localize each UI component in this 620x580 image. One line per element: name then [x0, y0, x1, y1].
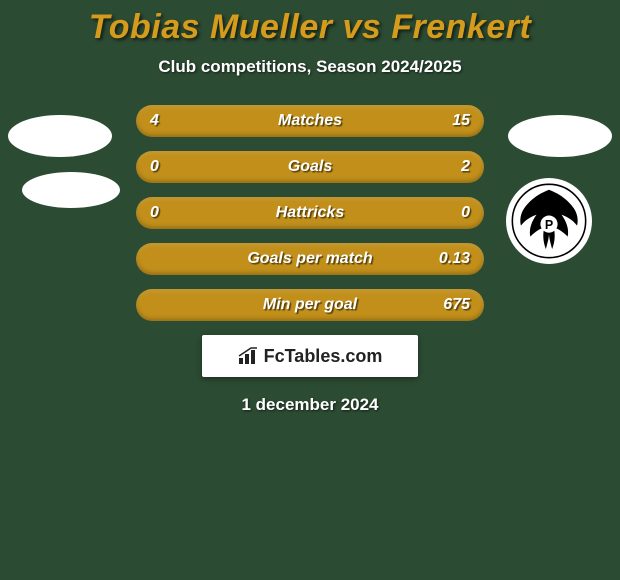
stat-value-left: 0 — [150, 158, 159, 176]
stat-value-right: 0 — [461, 204, 470, 222]
stat-label: Hattricks — [276, 204, 344, 222]
stat-value-right: 0.13 — [439, 250, 470, 268]
stat-rows: 4 Matches 15 0 Goals 2 0 Hattricks 0 Goa… — [136, 105, 484, 321]
branding-label: FcTables.com — [264, 346, 383, 367]
branding-badge: FcTables.com — [202, 335, 418, 377]
stat-value-right: 675 — [443, 296, 470, 314]
stat-row: Goals per match 0.13 — [136, 243, 484, 275]
stat-value-left: 0 — [150, 204, 159, 222]
stat-value-right: 2 — [461, 158, 470, 176]
stat-row: 0 Goals 2 — [136, 151, 484, 183]
player1-name: Tobias Mueller — [89, 8, 333, 46]
branding-text: FcTables.com — [238, 346, 383, 367]
bar-chart-icon — [238, 347, 260, 365]
stat-row: 4 Matches 15 — [136, 105, 484, 137]
page-title: Tobias Mueller vs Frenkert — [0, 0, 620, 47]
stat-value-right: 15 — [452, 112, 470, 130]
footer-date: 1 december 2024 — [10, 395, 610, 415]
stat-label: Min per goal — [263, 296, 357, 314]
stats-area: 4 Matches 15 0 Goals 2 0 Hattricks 0 Goa… — [0, 105, 620, 415]
stat-row: 0 Hattricks 0 — [136, 197, 484, 229]
stat-row: Min per goal 675 — [136, 289, 484, 321]
player2-name: Frenkert — [391, 8, 531, 46]
comparison-infographic: Tobias Mueller vs Frenkert Club competit… — [0, 0, 620, 580]
subtitle: Club competitions, Season 2024/2025 — [0, 57, 620, 77]
vs-text: vs — [342, 8, 381, 46]
stat-label: Goals per match — [247, 250, 372, 268]
stat-value-left: 4 — [150, 112, 159, 130]
stat-label: Goals — [288, 158, 332, 176]
stat-label: Matches — [278, 112, 342, 130]
